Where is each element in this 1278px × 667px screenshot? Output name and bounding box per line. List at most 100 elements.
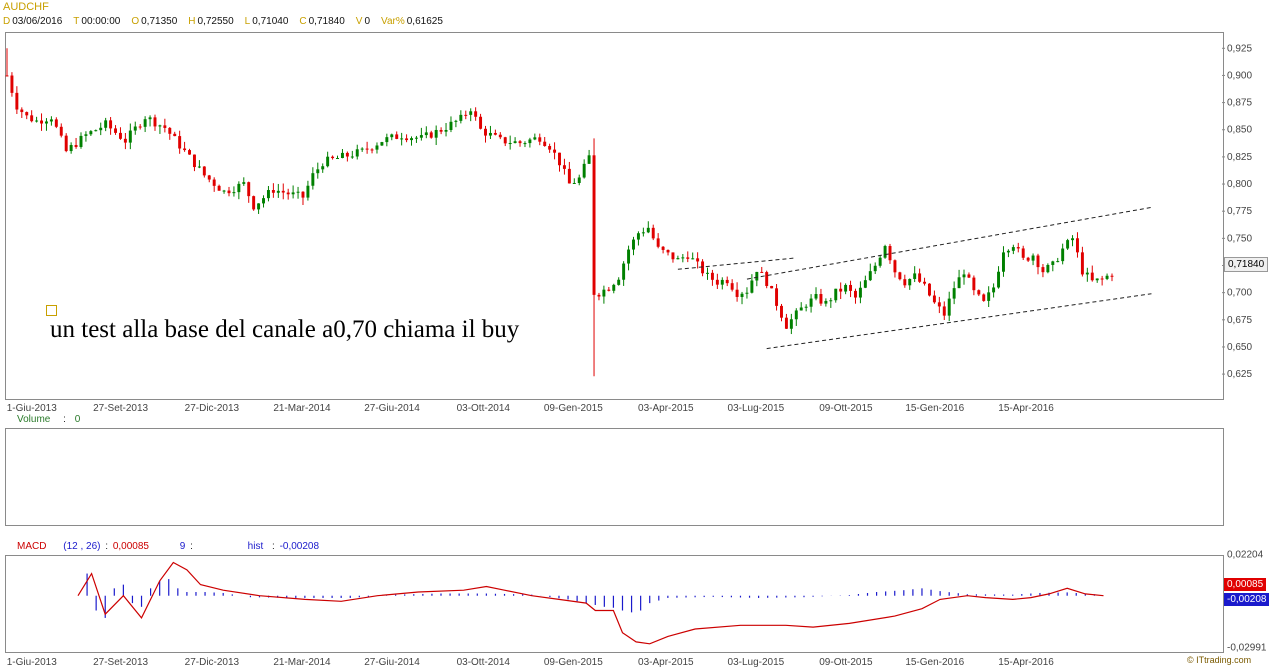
candle-body xyxy=(197,166,201,168)
price-ytick-label: 0,750 xyxy=(1227,233,1252,244)
candle-body xyxy=(799,307,803,311)
candle-body xyxy=(819,294,823,304)
candle-body xyxy=(35,120,39,122)
candle-body xyxy=(809,298,813,307)
candle-body xyxy=(5,75,9,77)
candle-body xyxy=(1001,252,1005,272)
candle-body xyxy=(493,132,497,135)
candle-body xyxy=(868,271,872,281)
candle-body xyxy=(414,137,418,139)
candle-body xyxy=(410,138,413,141)
candle-body xyxy=(25,112,29,116)
candle-body xyxy=(755,271,759,281)
readout-field: T 00:00:00 xyxy=(73,16,129,27)
candle-body xyxy=(1031,255,1035,261)
candle-body xyxy=(1090,272,1094,281)
readout-field: D 03/06/2016 xyxy=(3,16,71,27)
channel-trendline xyxy=(746,206,1152,280)
candle-body xyxy=(1011,247,1015,251)
candle-body xyxy=(641,232,645,234)
price-panel[interactable] xyxy=(5,32,1224,400)
candle-body xyxy=(1016,247,1020,249)
candle-body xyxy=(158,125,162,127)
candle-body xyxy=(54,119,58,127)
candle-body xyxy=(937,302,941,307)
price-xtick-label: 1-Giu-2013 xyxy=(7,403,57,414)
candle-body xyxy=(286,192,290,195)
candle-body xyxy=(597,294,601,297)
candle-body xyxy=(434,129,438,138)
candle-body xyxy=(242,182,246,184)
candle-body xyxy=(247,182,251,197)
candle-body xyxy=(957,277,961,289)
macd-xtick-label: 27-Giu-2014 xyxy=(364,657,420,667)
candle-body xyxy=(858,287,862,298)
candle-body xyxy=(1026,257,1030,261)
volume-panel[interactable] xyxy=(5,428,1224,526)
candle-body xyxy=(44,121,48,124)
symbol-title: AUDCHF xyxy=(3,1,49,13)
readout-value: 0,71840 xyxy=(308,16,345,27)
candle-body xyxy=(543,141,547,147)
macd-ytick-bottom: -0,02991 xyxy=(1227,642,1267,654)
candle-body xyxy=(908,278,912,286)
volume-label: Volume : 0 xyxy=(17,414,81,425)
candle-body xyxy=(784,317,788,329)
candle-body xyxy=(1110,275,1114,277)
price-chart[interactable]: 0,925 0,900 0,875 0,850 0,825 0,800 0,775 0,750… xyxy=(0,0,1278,420)
candle-body xyxy=(20,109,24,113)
candle-body xyxy=(849,284,853,291)
readout-value: 00:00:00 xyxy=(81,16,121,27)
readout-key: L xyxy=(244,16,251,27)
candle-body xyxy=(148,117,152,120)
readout-field: L 0,71040 xyxy=(245,16,298,27)
readout-value: 0,72550 xyxy=(197,16,234,27)
readout-value: 0,61625 xyxy=(406,16,443,27)
candle-body xyxy=(30,115,34,122)
price-ytick-label: 0,875 xyxy=(1227,98,1252,109)
candle-body xyxy=(977,290,981,295)
candle-body xyxy=(345,152,349,157)
macd-value-tag: 0,00085 xyxy=(1224,578,1267,591)
candle-body xyxy=(429,132,433,138)
candle-body xyxy=(794,310,798,320)
candle-body xyxy=(715,279,719,285)
candle-body xyxy=(474,111,478,117)
macd-panel[interactable] xyxy=(5,555,1224,653)
candle-body xyxy=(1036,255,1040,268)
readout-value: 0 xyxy=(364,16,371,27)
annotation-marker xyxy=(46,305,57,316)
candle-body xyxy=(528,139,532,144)
readout-value: 0,71040 xyxy=(252,16,289,27)
candle-body xyxy=(651,227,655,239)
candle-body xyxy=(834,288,838,301)
candle-body xyxy=(1061,248,1065,262)
candle-body xyxy=(311,173,315,186)
candle-body xyxy=(74,145,78,147)
candle-body xyxy=(469,111,473,115)
candle-body xyxy=(498,134,502,138)
candle-body xyxy=(1066,240,1070,249)
candle-body xyxy=(992,287,996,293)
price-ytick-label: 0,775 xyxy=(1227,206,1252,217)
candle-body xyxy=(296,191,300,193)
ohlc-readout: D 03/06/2016 T 00:00:00 O 0,71350 H 0,72550 L 0,7… xyxy=(3,16,454,27)
candle-body xyxy=(602,289,606,297)
candle-body xyxy=(627,249,631,264)
candle-body xyxy=(15,92,19,110)
price-xtick-label: 21-Mar-2014 xyxy=(273,403,331,414)
candle-body xyxy=(612,284,616,291)
price-xtick-label: 03-Lug-2015 xyxy=(728,403,785,414)
candle-body xyxy=(972,277,976,291)
candle-body xyxy=(725,279,729,284)
readout-field: H 0,72550 xyxy=(188,16,242,27)
candle-body xyxy=(1075,238,1079,253)
candle-body xyxy=(104,120,108,128)
price-ytick-label: 0,900 xyxy=(1227,70,1252,81)
candle-body xyxy=(419,135,423,138)
price-ytick-label: 0,825 xyxy=(1227,152,1252,163)
candle-body xyxy=(863,280,867,288)
candle-body xyxy=(370,149,374,151)
candle-body xyxy=(770,285,774,289)
